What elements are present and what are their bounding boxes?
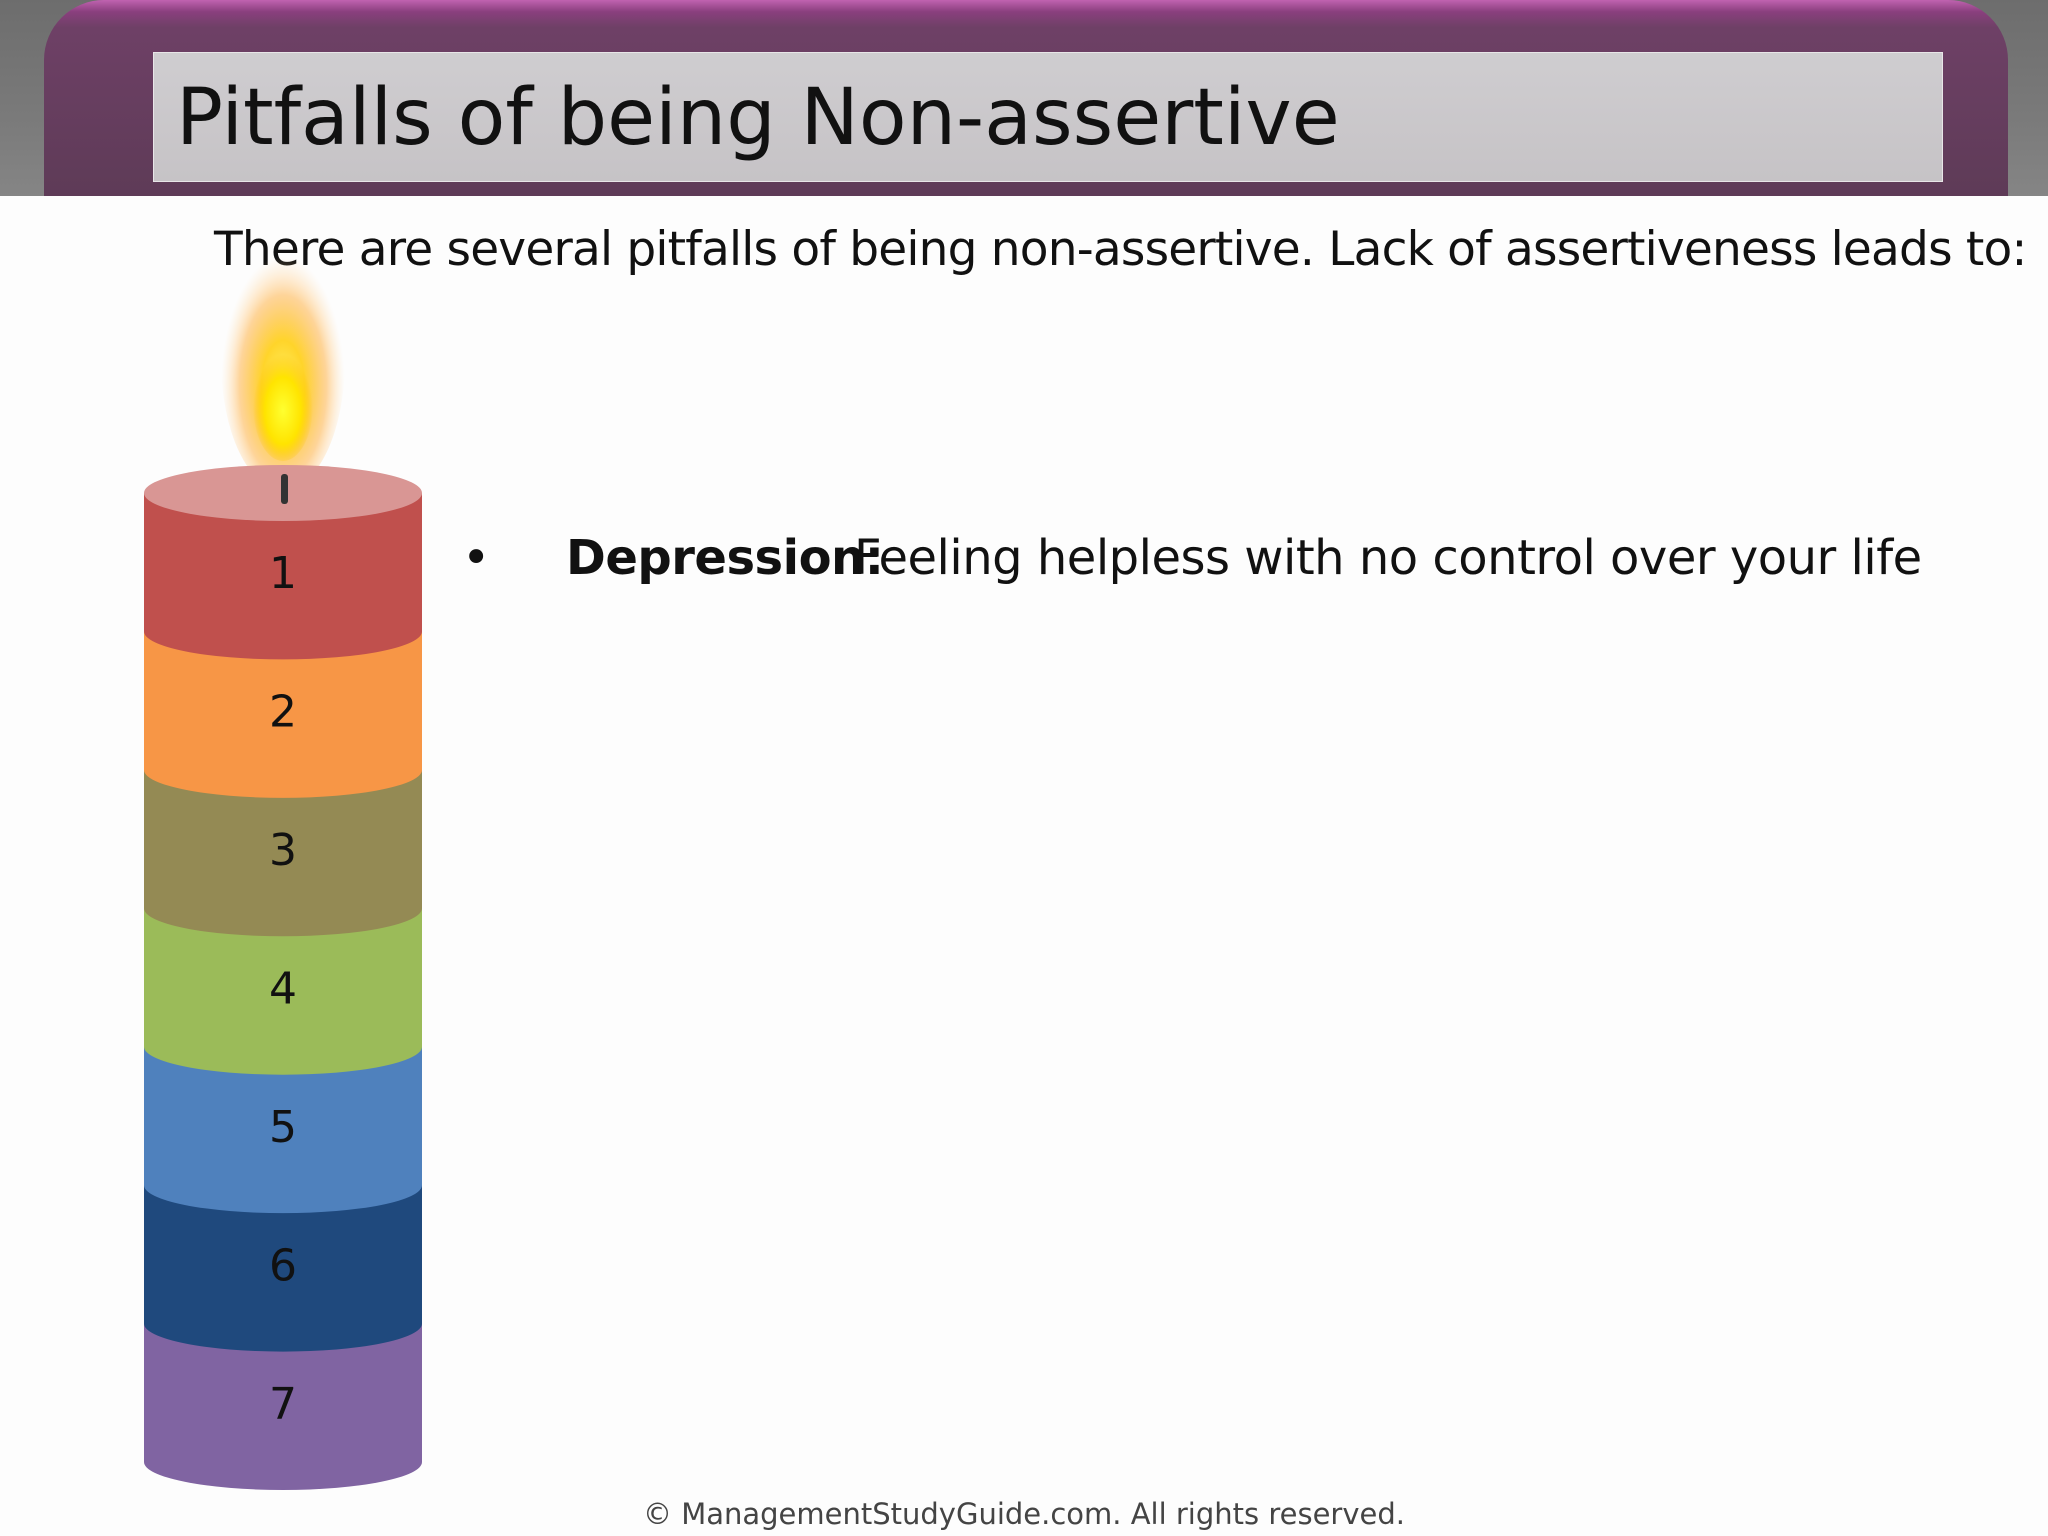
candle-segment-label: 2: [269, 687, 297, 738]
candle-segment-7: 7: [144, 1323, 422, 1490]
candle-segment-2: 2: [144, 631, 422, 798]
slide-title: Pitfalls of being Non-assertive: [176, 73, 1340, 163]
bullet-dot: •: [462, 530, 490, 586]
candle-diagram: 7 6 5 4 3 2 1: [144, 230, 422, 1490]
candle-segment-5: 5: [144, 1046, 422, 1214]
candle-segment-label: 7: [269, 1379, 297, 1430]
copyright-footer: © ManagementStudyGuide.com. All rights r…: [642, 1497, 1405, 1531]
candle-segment-6: 6: [144, 1185, 422, 1352]
candle-segment-4: 4: [144, 908, 422, 1075]
candle-segment-label: 1: [269, 548, 297, 599]
title-box: Pitfalls of being Non-assertive: [153, 52, 1943, 182]
candle-segment-1: 1: [144, 493, 422, 660]
candle-segment-3: 3: [144, 769, 422, 937]
candle-segment-label: 5: [269, 1102, 297, 1153]
intro-text: There are several pitfalls of being non-…: [214, 222, 2027, 277]
candle-segment-label: 6: [269, 1240, 297, 1291]
candle-wick: [281, 474, 288, 504]
candle-flame-icon: [221, 230, 345, 490]
bullet-description: Feeling helpless with no control over yo…: [854, 530, 1922, 586]
bullet-term: Depression:: [566, 530, 884, 586]
candle-segment-label: 4: [269, 964, 297, 1015]
candle-segment-label: 3: [269, 825, 297, 876]
